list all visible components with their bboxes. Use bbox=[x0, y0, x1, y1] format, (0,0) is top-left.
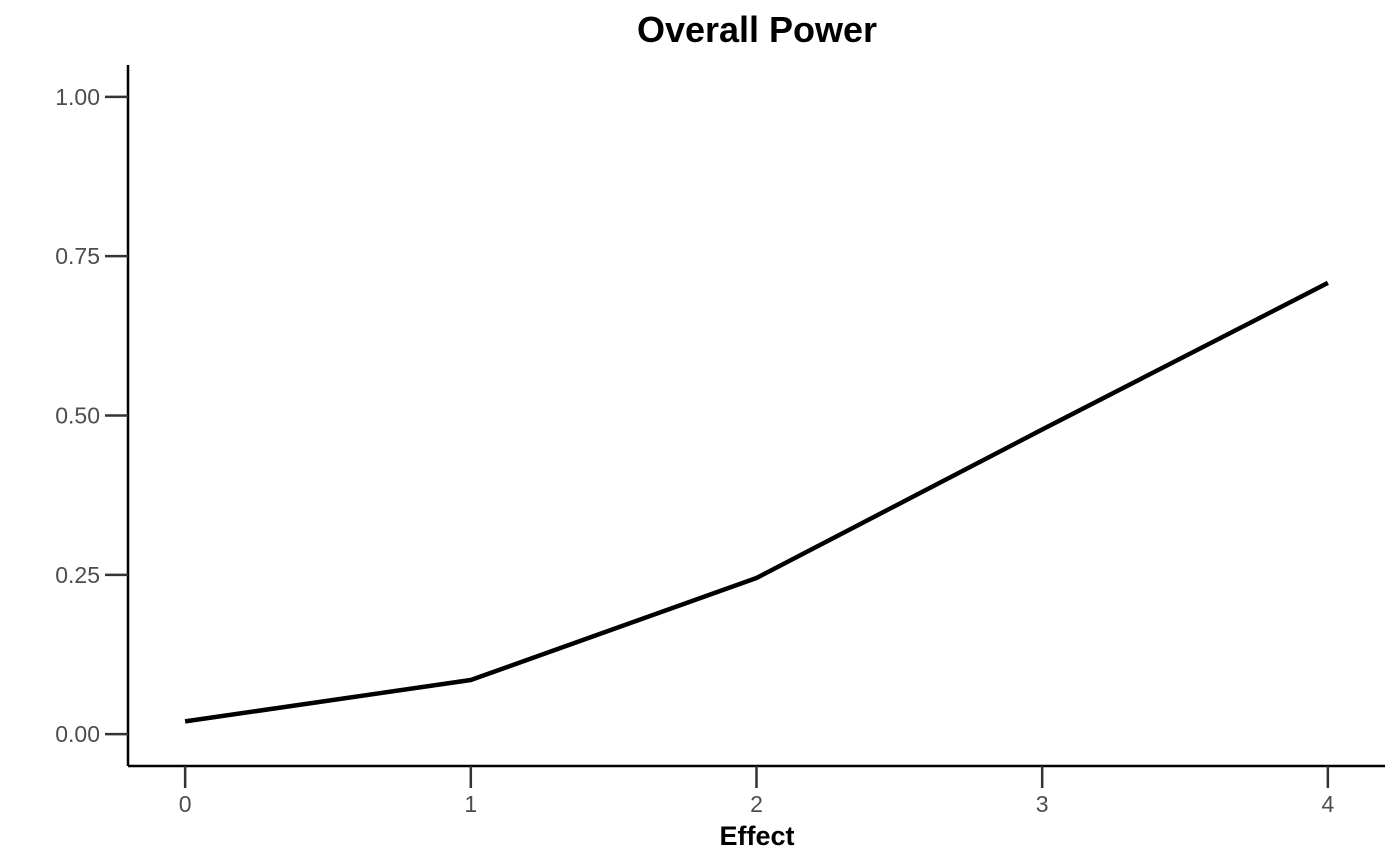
x-axis-title: Effect bbox=[719, 821, 794, 851]
plot-area bbox=[184, 280, 1329, 724]
y-tick-label: 0.50 bbox=[55, 403, 100, 429]
y-tick-label: 0.25 bbox=[55, 562, 100, 588]
chart-title: Overall Power bbox=[637, 9, 877, 50]
x-tick-label: 2 bbox=[750, 791, 763, 817]
x-tick-label: 3 bbox=[1036, 791, 1049, 817]
y-axis: 0.00 0.25 0.50 0.75 1.00 bbox=[55, 65, 130, 766]
x-tick-label: 0 bbox=[179, 791, 192, 817]
x-tick-label: 4 bbox=[1321, 791, 1334, 817]
y-tick-label: 1.00 bbox=[55, 84, 100, 110]
x-axis: 0 1 2 3 4 bbox=[128, 764, 1385, 817]
x-tick-label: 1 bbox=[464, 791, 477, 817]
y-tick-label: 0.00 bbox=[55, 721, 100, 747]
series-line bbox=[184, 280, 1329, 724]
y-tick-label: 0.75 bbox=[55, 243, 100, 269]
